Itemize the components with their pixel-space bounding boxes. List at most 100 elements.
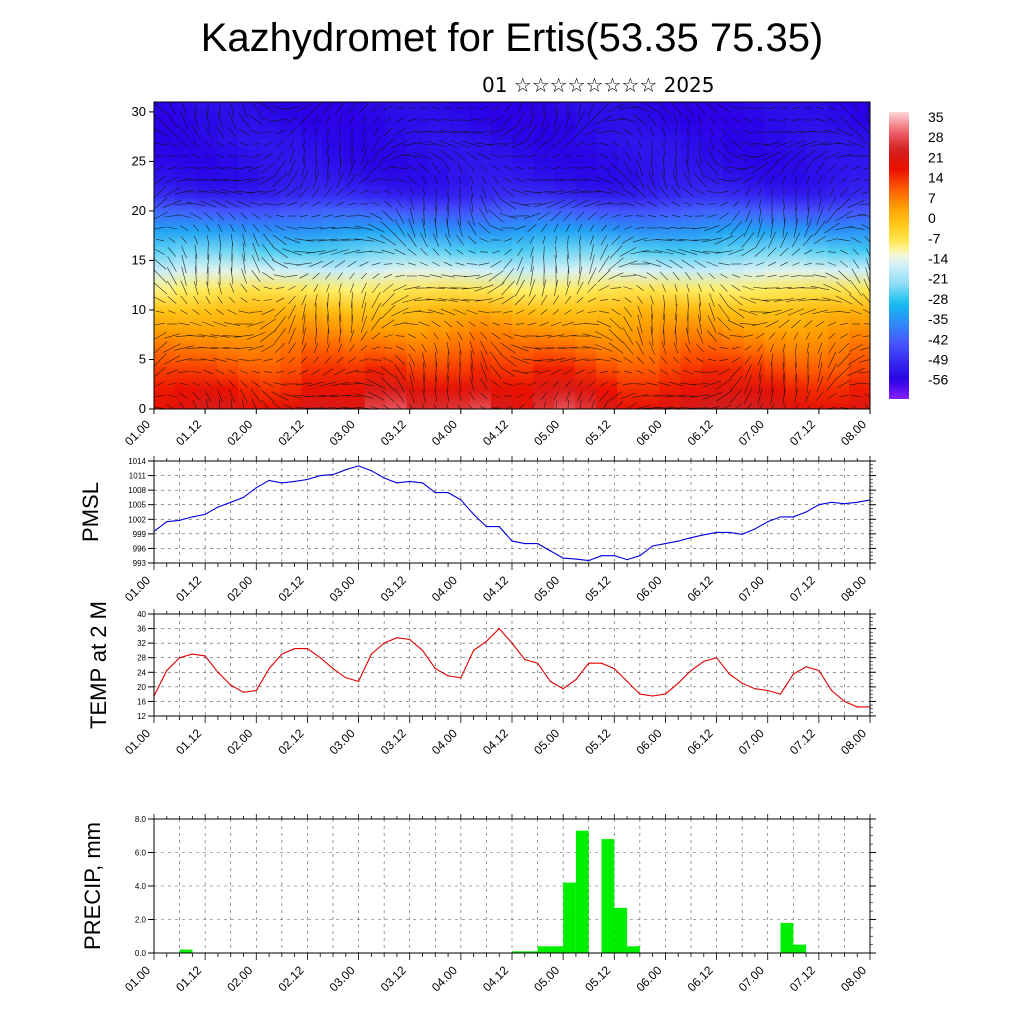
wind-vector <box>669 259 683 269</box>
pmsl-data-point <box>294 480 296 482</box>
temp2m-data-point <box>792 673 794 675</box>
wind-vector <box>433 332 439 340</box>
wind-vector <box>596 320 612 328</box>
wind-vector <box>462 140 482 148</box>
wind-vector <box>791 232 801 248</box>
wind-vector <box>446 342 450 354</box>
wind-vector <box>210 334 230 338</box>
wind-vector <box>654 407 674 409</box>
wind-vector <box>167 226 177 230</box>
wind-vector <box>622 341 634 355</box>
wind-vector <box>238 112 250 128</box>
wind-vector <box>154 185 167 199</box>
wind-vector <box>154 269 168 284</box>
wind-vector <box>379 234 397 246</box>
wind-vector <box>216 308 224 316</box>
wind-vector <box>465 118 479 122</box>
wind-vector <box>155 175 165 185</box>
wind-vector <box>840 176 848 184</box>
wind-vector <box>599 390 609 402</box>
wind-vector <box>179 401 186 409</box>
wind-vector <box>648 356 656 364</box>
wind-vector <box>228 212 236 220</box>
wind-vector <box>216 211 224 221</box>
wind-vector <box>360 315 368 333</box>
wind-vector <box>263 358 273 362</box>
wind-vector <box>625 402 637 409</box>
wind-vector <box>491 186 501 198</box>
wind-vector <box>470 176 474 184</box>
wind-vector <box>661 356 667 364</box>
wind-vector <box>589 224 595 232</box>
wind-vector <box>380 304 396 320</box>
wind-vector <box>456 320 464 328</box>
wind-vector <box>692 226 708 230</box>
wind-vector <box>164 214 180 218</box>
wind-vector <box>155 322 165 326</box>
wind-vector <box>371 262 381 266</box>
wind-vector <box>347 260 357 268</box>
wind-vector <box>350 314 354 334</box>
pmsl-x-tick-label: 05.00 <box>531 573 562 604</box>
temp2m-data-point <box>255 689 257 692</box>
chart-subtitle: 01 ☆☆☆☆☆☆☆☆ 2025 <box>482 73 715 97</box>
pmsl-data-point <box>460 499 462 501</box>
pmsl-data-point <box>370 470 372 472</box>
wind-vector <box>537 211 551 221</box>
wind-vector <box>384 190 392 194</box>
wind-vector <box>517 247 523 257</box>
wind-vector <box>154 258 167 270</box>
precip-x-tick-label: 07.12 <box>787 963 818 994</box>
wind-vector <box>312 272 320 280</box>
wind-vector <box>511 344 529 352</box>
wind-vector <box>409 374 415 394</box>
temp2m-data-point <box>664 693 667 695</box>
wind-vector <box>434 362 438 382</box>
temp2m-data-point <box>191 653 193 655</box>
wind-vector <box>767 247 777 257</box>
wind-vector <box>227 154 237 158</box>
wind-vector <box>419 107 429 109</box>
wind-vector <box>450 287 470 289</box>
wind-vector <box>361 116 367 124</box>
wind-vector <box>203 369 213 375</box>
temp2m-x-tick-label: 01.12 <box>173 726 204 757</box>
wind-vector <box>428 130 444 134</box>
wind-vector <box>717 368 731 376</box>
wind-vector <box>165 141 179 147</box>
wind-vector <box>382 210 394 222</box>
wind-vector <box>718 303 730 321</box>
wind-vector <box>262 203 274 205</box>
wind-vector <box>846 140 866 148</box>
wind-vector <box>167 166 177 170</box>
wind-vector <box>702 392 722 400</box>
precip-bar <box>614 907 628 953</box>
wind-vector <box>327 138 329 150</box>
wind-vector <box>447 375 449 393</box>
precip-y-tick-label: 0.0 <box>135 949 147 958</box>
wind-vector <box>659 271 669 281</box>
temperature-column <box>554 102 576 409</box>
wind-vector <box>660 170 668 190</box>
wind-vector <box>671 102 682 116</box>
wind-vector <box>475 272 493 280</box>
wind-vector <box>696 272 704 280</box>
wind-vector <box>445 404 449 409</box>
colorbar-label: 35 <box>928 109 944 125</box>
wind-vector <box>215 125 225 139</box>
wind-vector <box>432 248 440 256</box>
wind-vector <box>156 165 164 171</box>
wind-vector <box>575 111 585 129</box>
temperature-column <box>427 102 450 409</box>
wind-vector <box>709 283 715 293</box>
wind-vector <box>206 254 210 274</box>
wind-vector <box>299 171 309 189</box>
wind-vector <box>752 321 768 327</box>
wind-vector <box>227 309 237 315</box>
precip-bar <box>179 949 193 953</box>
wind-vector <box>239 142 249 146</box>
wind-vector <box>840 333 848 339</box>
wind-vector <box>705 160 719 176</box>
wind-vector <box>299 186 309 198</box>
wind-vector <box>313 356 319 364</box>
